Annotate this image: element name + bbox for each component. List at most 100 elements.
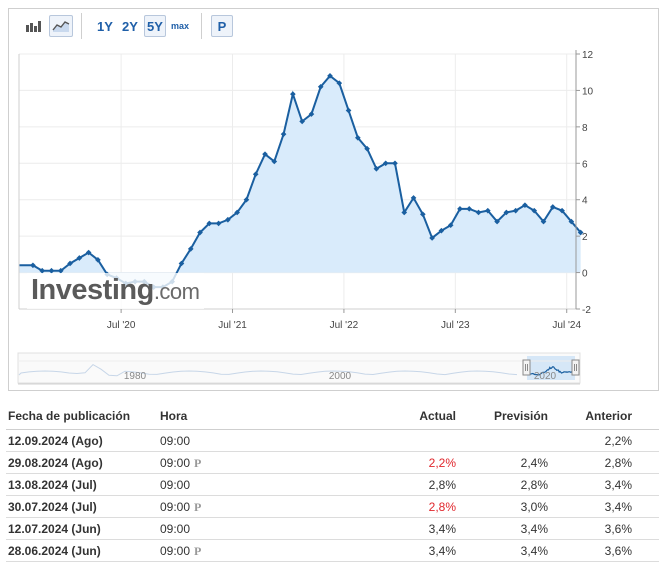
row-previous: 2,8% (604, 456, 632, 470)
header-time[interactable]: Hora (160, 409, 188, 423)
header-date[interactable]: Fecha de publicación (8, 409, 131, 423)
row-time: 09:00 P (160, 456, 201, 471)
data-point (577, 229, 584, 236)
data-point (512, 207, 519, 214)
data-point (429, 235, 435, 241)
y-tick-label: 8 (582, 123, 588, 134)
data-point (67, 260, 73, 267)
row-time-value: 09:00 (160, 478, 191, 492)
row-time-value: 09:00 (160, 522, 191, 536)
preliminary-mark: P (194, 456, 202, 470)
data-point (419, 211, 426, 218)
data-point (76, 255, 83, 261)
header-actual[interactable]: Actual (419, 409, 456, 423)
navigator[interactable]: 1980 2000 2020 (17, 352, 581, 385)
row-date: 12.07.2024 (Jun) (8, 522, 101, 536)
navigator-year-label: 2020 (534, 371, 557, 382)
data-point (280, 131, 287, 137)
period-1y-button[interactable]: 1Y (97, 18, 113, 34)
y-tick-label: 2 (582, 232, 588, 243)
data-point (95, 256, 101, 263)
data-point (484, 207, 491, 214)
y-tick-label: 6 (582, 159, 588, 170)
data-point (540, 218, 547, 225)
preliminary-toggle-button[interactable]: P (211, 15, 233, 37)
chart-toolbar: 1Y 2Y 5Y max P (9, 9, 658, 45)
row-time: 09:00 (160, 522, 194, 536)
period-2y-button[interactable]: 2Y (122, 18, 138, 34)
data-point (336, 80, 343, 86)
data-point (410, 195, 417, 201)
x-tick-label: Jul '20 (107, 320, 136, 331)
toolbar-divider (201, 13, 202, 39)
data-point (271, 158, 278, 165)
data-point (308, 111, 315, 117)
data-point (494, 218, 500, 225)
x-axis-labels: Jul '20 Jul '21 Jul '22 Jul '23 Jul '24 (107, 309, 581, 331)
data-point (475, 209, 482, 216)
data-point (206, 220, 213, 227)
row-actual: 3,4% (428, 544, 456, 558)
chart-canvas: -2 0 2 4 6 8 10 12 Jul '20 Jul '21 Jul '22 Jul '23… (17, 50, 594, 385)
data-point (447, 222, 454, 229)
table-row: 29.08.2024 (Ago) 09:00 P 2,2% 2,4% 2,8% (6, 452, 659, 474)
navigator-history-line (18, 363, 518, 377)
table-row: 30.07.2024 (Jul) 09:00 P 2,8% 3,0% 3,4% (6, 496, 659, 518)
data-point (438, 227, 445, 234)
investing-logo-watermark: Investing.com (27, 273, 204, 309)
data-point (559, 207, 565, 214)
release-history-table: Fecha de publicación Hora Actual Previsi… (6, 402, 659, 562)
period-max-button[interactable]: max (170, 21, 189, 31)
preliminary-mark: P (194, 500, 202, 514)
row-time: 09:00 (160, 478, 194, 492)
row-time-value: 09:00 (160, 434, 191, 448)
data-point (299, 118, 305, 125)
data-point (234, 209, 240, 216)
bar-chart-icon[interactable] (21, 15, 45, 37)
data-point (373, 165, 380, 172)
x-tick-label: Jul '24 (552, 320, 581, 331)
data-point (197, 229, 203, 236)
row-forecast: 3,0% (520, 500, 548, 514)
data-point (215, 220, 222, 227)
chart-container: 1Y 2Y 5Y max P -2 0 2 4 6 8 10 12 Jul '20 Jul '2… (8, 8, 659, 391)
table-header-row: Fecha de publicación Hora Actual Previsi… (6, 402, 659, 430)
data-point (392, 160, 398, 167)
row-actual: 2,8% (428, 500, 456, 514)
navigator-selection-line (527, 366, 575, 376)
row-forecast: 3,4% (520, 522, 548, 536)
area-chart-icon[interactable] (49, 15, 73, 37)
header-previous[interactable]: Anterior (585, 409, 632, 423)
navigator-handle-left[interactable] (522, 359, 531, 376)
row-time: 09:00 (160, 434, 194, 448)
navigator-handle-right[interactable] (571, 359, 580, 376)
data-point (522, 202, 528, 209)
row-date: 28.06.2024 (Jun) (8, 544, 101, 558)
data-point (187, 246, 194, 252)
row-time: 09:00 P (160, 500, 201, 515)
data-point (549, 204, 556, 210)
period-5y-button[interactable]: 5Y (144, 15, 166, 37)
row-forecast: 2,8% (520, 478, 548, 492)
x-tick-label: Jul '23 (441, 320, 470, 331)
data-point (466, 205, 473, 212)
row-forecast: 2,4% (520, 456, 548, 470)
row-time-value: 09:00 (160, 500, 191, 514)
table-row: 13.08.2024 (Jul) 09:00 2,8% 2,8% 3,4% (6, 474, 659, 496)
data-point (531, 207, 538, 214)
data-point (243, 196, 250, 203)
row-date: 13.08.2024 (Jul) (8, 478, 97, 492)
row-previous: 3,4% (604, 500, 632, 514)
row-previous: 3,6% (604, 522, 632, 536)
data-point (503, 209, 510, 216)
data-point (457, 205, 463, 212)
header-forecast[interactable]: Previsión (493, 409, 548, 423)
row-date: 29.08.2024 (Ago) (8, 456, 103, 470)
row-previous: 2,2% (604, 434, 632, 448)
data-point (178, 260, 185, 267)
y-axis-labels: -2 0 2 4 6 8 10 12 (576, 50, 594, 316)
data-point (252, 171, 259, 178)
data-point (364, 145, 370, 152)
row-actual: 2,2% (428, 456, 456, 470)
navigator-year-label: 1980 (124, 371, 147, 382)
